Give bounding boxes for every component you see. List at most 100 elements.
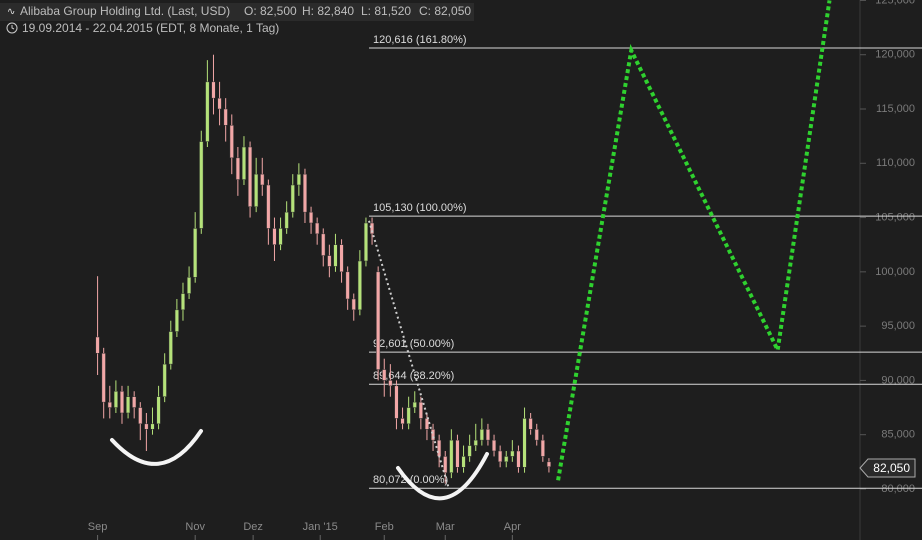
candle-body xyxy=(278,228,283,245)
y-tick-label: 95,000 xyxy=(881,320,915,332)
y-tick-label: 105,000 xyxy=(875,211,915,223)
candle-body xyxy=(266,184,271,229)
candle-body xyxy=(217,97,222,110)
date-range: 19.09.2014 - 22.04.2015 (EDT, 8 Monate, … xyxy=(22,21,279,35)
fib-label: 80,072 (0.00%) xyxy=(373,474,448,486)
candle-body xyxy=(95,336,100,354)
clock-hands xyxy=(11,25,15,30)
candle-body xyxy=(229,125,234,159)
ohlc-high: H: 82,840 xyxy=(302,4,354,18)
candle-body xyxy=(302,173,308,213)
candle-body xyxy=(132,396,137,408)
candle-body xyxy=(491,439,497,452)
y-tick-label: 120,000 xyxy=(875,49,915,61)
candle-body xyxy=(430,429,436,441)
candle-body xyxy=(339,244,344,273)
candle-body xyxy=(449,439,454,473)
fib-label: 89,644 (38.20%) xyxy=(373,370,454,382)
candle-body xyxy=(211,81,216,99)
candle-body xyxy=(412,401,417,408)
candle-body xyxy=(187,277,192,294)
candle-body xyxy=(327,255,332,267)
last-price: 82,050 xyxy=(873,461,910,475)
candle-body xyxy=(455,439,460,468)
candle-body xyxy=(144,423,149,430)
y-tick-label: 115,000 xyxy=(876,103,915,115)
candle-body xyxy=(437,439,442,457)
chart-title: Alibaba Group Holding Ltd. (Last, USD) xyxy=(20,4,230,18)
candle-body xyxy=(180,293,186,311)
candle-body xyxy=(357,260,362,311)
candle-body xyxy=(479,429,484,441)
ohlc-close: C: 82,050 xyxy=(419,4,471,18)
candle-body xyxy=(382,369,387,381)
candle-body xyxy=(199,141,204,229)
fib-label: 105,130 (100.00%) xyxy=(373,202,467,214)
x-tick-label: Jan '15 xyxy=(303,521,338,533)
candle-body xyxy=(467,445,472,457)
x-tick-label: Nov xyxy=(185,521,205,533)
fib-label: 92,601 (50.00%) xyxy=(373,338,454,350)
header-bar xyxy=(0,3,474,21)
candle-body xyxy=(284,211,289,229)
candle-body xyxy=(394,385,399,419)
y-tick-label: 125,000 xyxy=(875,0,915,6)
candle-body xyxy=(296,173,301,186)
hand-drawn-curve xyxy=(396,452,489,501)
candle-body xyxy=(345,271,350,300)
candle-body xyxy=(235,157,240,180)
candle-body xyxy=(309,211,314,224)
trend-line xyxy=(368,220,450,488)
fib-label: 120,616 (161.80%) xyxy=(373,34,467,46)
candle-body xyxy=(290,184,295,213)
y-tick-label: 80,000 xyxy=(881,483,915,495)
candle-body xyxy=(473,439,478,446)
candle-body xyxy=(504,456,509,463)
candle-body xyxy=(241,146,247,180)
candle-body xyxy=(260,173,265,186)
candle-body xyxy=(174,309,179,332)
candle-body xyxy=(540,439,545,457)
candle-body xyxy=(101,353,106,403)
candle-body xyxy=(321,233,326,256)
x-tick-label: Dez xyxy=(243,521,263,533)
candle-body xyxy=(113,391,118,408)
candle-body xyxy=(546,461,551,467)
candle-body xyxy=(119,391,125,414)
candle-body xyxy=(461,456,466,468)
candle-body xyxy=(138,407,143,425)
candle-body xyxy=(150,423,155,430)
candle-body xyxy=(522,418,527,468)
candle-body xyxy=(485,429,490,441)
candle-body xyxy=(223,108,228,126)
y-tick-label: 85,000 xyxy=(881,429,915,441)
candle-body xyxy=(248,146,253,207)
candle-body xyxy=(126,396,131,414)
candle-body xyxy=(333,244,338,267)
candle-body xyxy=(534,429,539,441)
chart-icon: ∿ xyxy=(7,7,15,18)
candle-body xyxy=(168,331,173,365)
candle-body xyxy=(315,222,320,235)
x-tick-label: Mar xyxy=(436,521,455,533)
candle-body xyxy=(205,81,210,142)
ohlc-low: L: 81,520 xyxy=(361,4,411,18)
candle-body xyxy=(443,456,448,473)
candle-body xyxy=(528,418,533,430)
y-tick-label: 110,000 xyxy=(876,157,915,169)
hand-drawn-curve xyxy=(110,429,203,466)
last-price-tag xyxy=(859,458,916,478)
candle-body xyxy=(156,396,161,425)
y-tick-label: 100,000 xyxy=(875,266,915,278)
y-tick-label: 90,000 xyxy=(881,374,915,386)
clock-icon xyxy=(6,22,18,34)
candle-body xyxy=(272,228,277,245)
candle-body xyxy=(424,418,430,430)
projection-line xyxy=(556,0,832,481)
candle-body xyxy=(162,363,167,397)
candle-body xyxy=(418,401,423,419)
candle-body xyxy=(510,450,515,457)
